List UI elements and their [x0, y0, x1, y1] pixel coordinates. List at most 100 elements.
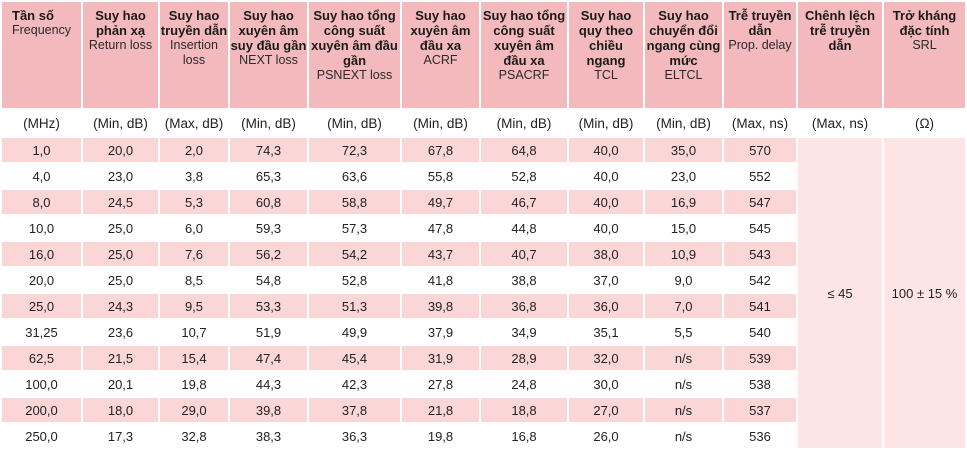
- table-row: 10,0 25,0 6,0 59,3 57,3 47,8 44,8 40,0 15,0 545: [2, 216, 965, 240]
- table-cell: 27,8: [402, 372, 479, 396]
- table-cell: 40,0: [569, 216, 643, 240]
- table-cell: 52,8: [309, 268, 400, 292]
- header-eltcl: Suy hao chuyển đổi ngang cùng mức ELTCL: [645, 2, 722, 108]
- table-row: 20,0 25,0 8,5 54,8 52,8 41,8 38,8 37,0 9,0 542: [2, 268, 965, 292]
- table-cell: 54,8: [230, 268, 307, 292]
- table-cell: 21,5: [83, 346, 158, 370]
- table-cell: 18,0: [83, 398, 158, 422]
- table-cell: 28,9: [481, 346, 567, 370]
- table-cell: 543: [724, 242, 796, 266]
- table-cell: 8,0: [2, 190, 81, 214]
- table-cell: 52,8: [481, 164, 567, 188]
- table-cell: 38,0: [569, 242, 643, 266]
- table-cell: 536: [724, 424, 796, 448]
- header-acrf: Suy hao xuyên âm đầu xa ACRF: [402, 2, 479, 108]
- table-cell: 38,8: [481, 268, 567, 292]
- table-row: 100,0 20,1 19,8 44,3 42,3 27,8 24,8 30,0 n/s 538: [2, 372, 965, 396]
- table-cell: 19,8: [402, 424, 479, 448]
- table-cell: 200,0: [2, 398, 81, 422]
- table-cell: 100,0: [2, 372, 81, 396]
- table-cell: 39,8: [230, 398, 307, 422]
- table-cell: 25,0: [83, 216, 158, 240]
- unit-cell: (Ω): [884, 110, 965, 136]
- header-tcl: Suy hao quy theo chiều ngang TCL: [569, 2, 643, 108]
- table-cell: 65,3: [230, 164, 307, 188]
- table-cell: 34,9: [481, 320, 567, 344]
- table-cell: 24,3: [83, 294, 158, 318]
- table-cell: 21,8: [402, 398, 479, 422]
- table-cell: 35,1: [569, 320, 643, 344]
- unit-cell: (Max, ns): [724, 110, 796, 136]
- table-cell: 67,8: [402, 138, 479, 162]
- table-cell: 16,9: [645, 190, 722, 214]
- unit-cell: (MHz): [2, 110, 81, 136]
- table-cell: 20,0: [2, 268, 81, 292]
- table-cell: 5,5: [645, 320, 722, 344]
- table-row: 200,0 18,0 29,0 39,8 37,8 21,8 18,8 27,0 n/s 537: [2, 398, 965, 422]
- table-cell: 7,6: [160, 242, 228, 266]
- table-cell: 541: [724, 294, 796, 318]
- impedance-value: 100 ± 15 %: [884, 138, 965, 448]
- table-cell: 6,0: [160, 216, 228, 240]
- table-cell: 46,7: [481, 190, 567, 214]
- header-impedance: Trở kháng đặc tính SRL: [884, 2, 965, 108]
- table-cell: 31,25: [2, 320, 81, 344]
- table-cell: 40,0: [569, 190, 643, 214]
- table-cell: 9,5: [160, 294, 228, 318]
- table-cell: 40,0: [569, 164, 643, 188]
- table-cell: 31,9: [402, 346, 479, 370]
- table-cell: 44,3: [230, 372, 307, 396]
- table-cell: 37,0: [569, 268, 643, 292]
- table-cell: n/s: [645, 372, 722, 396]
- header-prop-delay: Trễ truyền dẫn Prop. delay: [724, 2, 796, 108]
- table-cell: 18,8: [481, 398, 567, 422]
- table-cell: 25,0: [83, 268, 158, 292]
- table-cell: 54,2: [309, 242, 400, 266]
- table-row: 31,25 23,6 10,7 51,9 49,9 37,9 34,9 35,1 5,5 540: [2, 320, 965, 344]
- table-cell: 5,3: [160, 190, 228, 214]
- table-cell: n/s: [645, 424, 722, 448]
- unit-cell: (Max, ns): [798, 110, 882, 136]
- table-cell: 20,0: [83, 138, 158, 162]
- table-cell: n/s: [645, 398, 722, 422]
- table-cell: 570: [724, 138, 796, 162]
- table-cell: 537: [724, 398, 796, 422]
- table-cell: 64,8: [481, 138, 567, 162]
- table-cell: 250,0: [2, 424, 81, 448]
- table-cell: 23,0: [83, 164, 158, 188]
- table-cell: 2,0: [160, 138, 228, 162]
- table-row: 25,0 24,3 9,5 53,3 51,3 39,8 36,8 36,0 7,0 541: [2, 294, 965, 318]
- table-cell: 51,9: [230, 320, 307, 344]
- unit-cell: (Min, dB): [569, 110, 643, 136]
- table-cell: 547: [724, 190, 796, 214]
- table-cell: 15,4: [160, 346, 228, 370]
- table-cell: 63,6: [309, 164, 400, 188]
- table-cell: 9,0: [645, 268, 722, 292]
- table-cell: 26,0: [569, 424, 643, 448]
- unit-cell: (Min, dB): [83, 110, 158, 136]
- table-row: 4,0 23,0 3,8 65,3 63,6 55,8 52,8 40,0 23,0 552: [2, 164, 965, 188]
- table-cell: 56,2: [230, 242, 307, 266]
- table-cell: 539: [724, 346, 796, 370]
- table-cell: 7,0: [645, 294, 722, 318]
- table-cell: 37,9: [402, 320, 479, 344]
- table-cell: 32,8: [160, 424, 228, 448]
- table-row: 250,0 17,3 32,8 38,3 36,3 19,8 16,8 26,0 n/s 536: [2, 424, 965, 448]
- table-cell: 30,0: [569, 372, 643, 396]
- units-row: (MHz) (Min, dB) (Max, dB) (Min, dB) (Min…: [2, 110, 965, 136]
- table-cell: 24,5: [83, 190, 158, 214]
- table-cell: 53,3: [230, 294, 307, 318]
- header-insertion-loss: Suy hao truyền dẫn Insertion loss: [160, 2, 228, 108]
- table-cell: 16,8: [481, 424, 567, 448]
- table-cell: 19,8: [160, 372, 228, 396]
- unit-cell: (Min, dB): [645, 110, 722, 136]
- table-cell: 47,8: [402, 216, 479, 240]
- table-cell: 25,0: [83, 242, 158, 266]
- table-cell: 4,0: [2, 164, 81, 188]
- table-cell: 8,5: [160, 268, 228, 292]
- table-cell: 55,8: [402, 164, 479, 188]
- table-cell: 37,8: [309, 398, 400, 422]
- table-cell: 10,9: [645, 242, 722, 266]
- table-cell: 10,0: [2, 216, 81, 240]
- table-cell: 552: [724, 164, 796, 188]
